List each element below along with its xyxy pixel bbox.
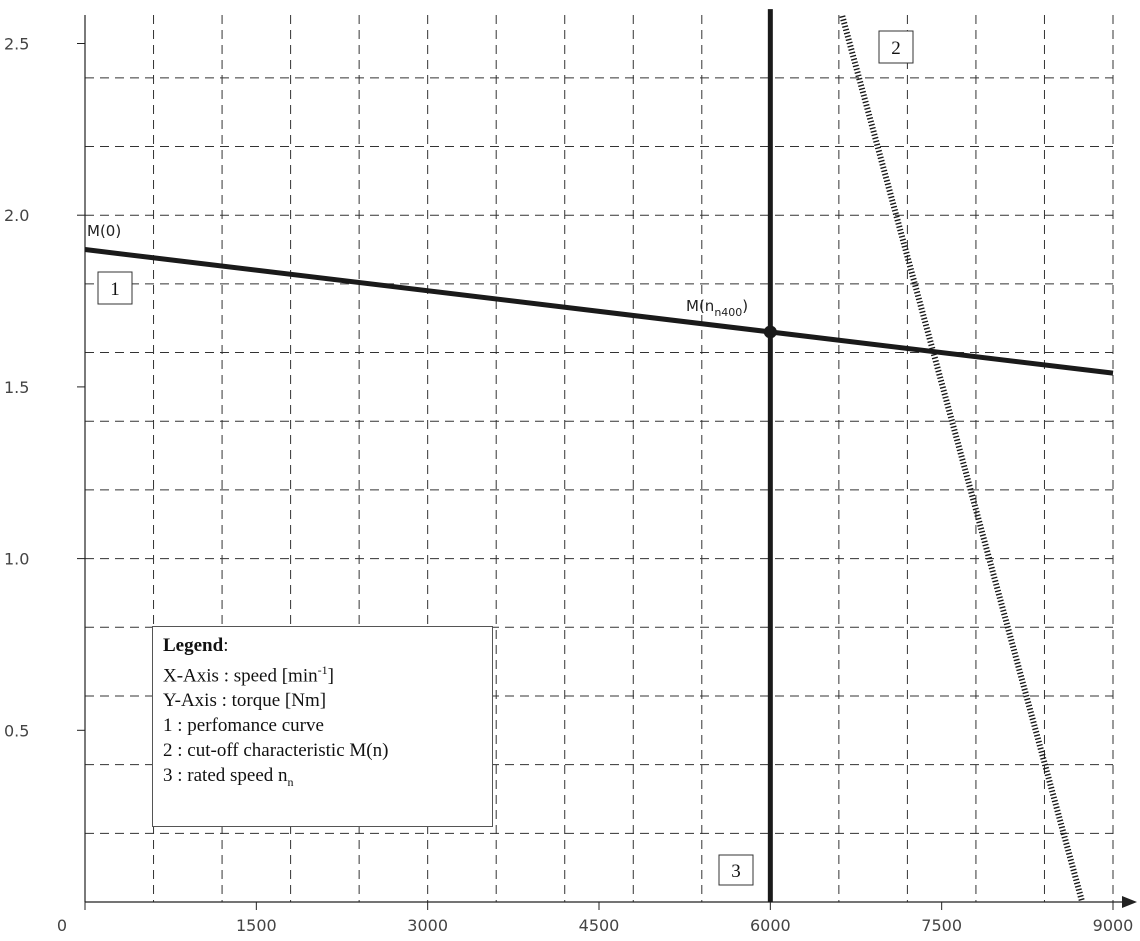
y-tick-label: 1.5 [4,378,29,397]
y-tick-label: 1.0 [4,550,29,569]
x-axis-arrow [1122,896,1137,908]
x-tick-label: 4500 [579,916,620,935]
x-tick-label: 0 [57,916,67,935]
x-tick-label: 7500 [921,916,962,935]
x-tick-label: 9000 [1093,916,1134,935]
legend-item-3: 3 : rated speed nn [163,765,294,790]
series-line-2 [839,15,1086,903]
legend-item-1: 1 : perfomance curve [163,715,324,737]
annotation-m0: M(0) [87,222,121,240]
curve-label-2: 2 [878,30,914,64]
x-tick-label: 3000 [407,916,448,935]
axes [77,15,1137,910]
y-tick-label: 2.5 [4,35,29,54]
legend-x-axis: X-Axis : speed [min-1] [163,663,334,687]
curve-label-3-text: 3 [731,861,741,882]
curve-label-1: 1 [97,271,133,305]
x-tick-labels: 0 1500 3000 4500 6000 7500 9000 [57,916,1133,935]
x-tick-label: 6000 [750,916,791,935]
annotation-m-rated: M(nn400) [686,297,748,319]
legend-title-row: Legend: [163,633,492,658]
legend-box: Legend: X-Axis : speed [min-1] Y-Axis : … [152,626,493,827]
legend-title: Legend [163,635,224,656]
series-group [84,9,1114,903]
rated-point-marker [763,325,777,339]
curve-label-2-text: 2 [891,38,901,59]
series-line-1 [84,247,1114,376]
x-tick-label: 1500 [236,916,277,935]
legend-title-suffix: : [223,635,229,656]
y-tick-label: 2.0 [4,206,29,225]
legend-item-2: 2 : cut-off characteristic M(n) [163,740,389,762]
y-tick-labels: 0.5 1.0 1.5 2.0 2.5 [4,35,29,741]
curve-label-1-text: 1 [110,279,120,300]
legend-y-axis: Y-Axis : torque [Nm] [163,690,327,712]
curve-label-3: 3 [718,854,754,886]
y-tick-label: 0.5 [4,721,29,740]
